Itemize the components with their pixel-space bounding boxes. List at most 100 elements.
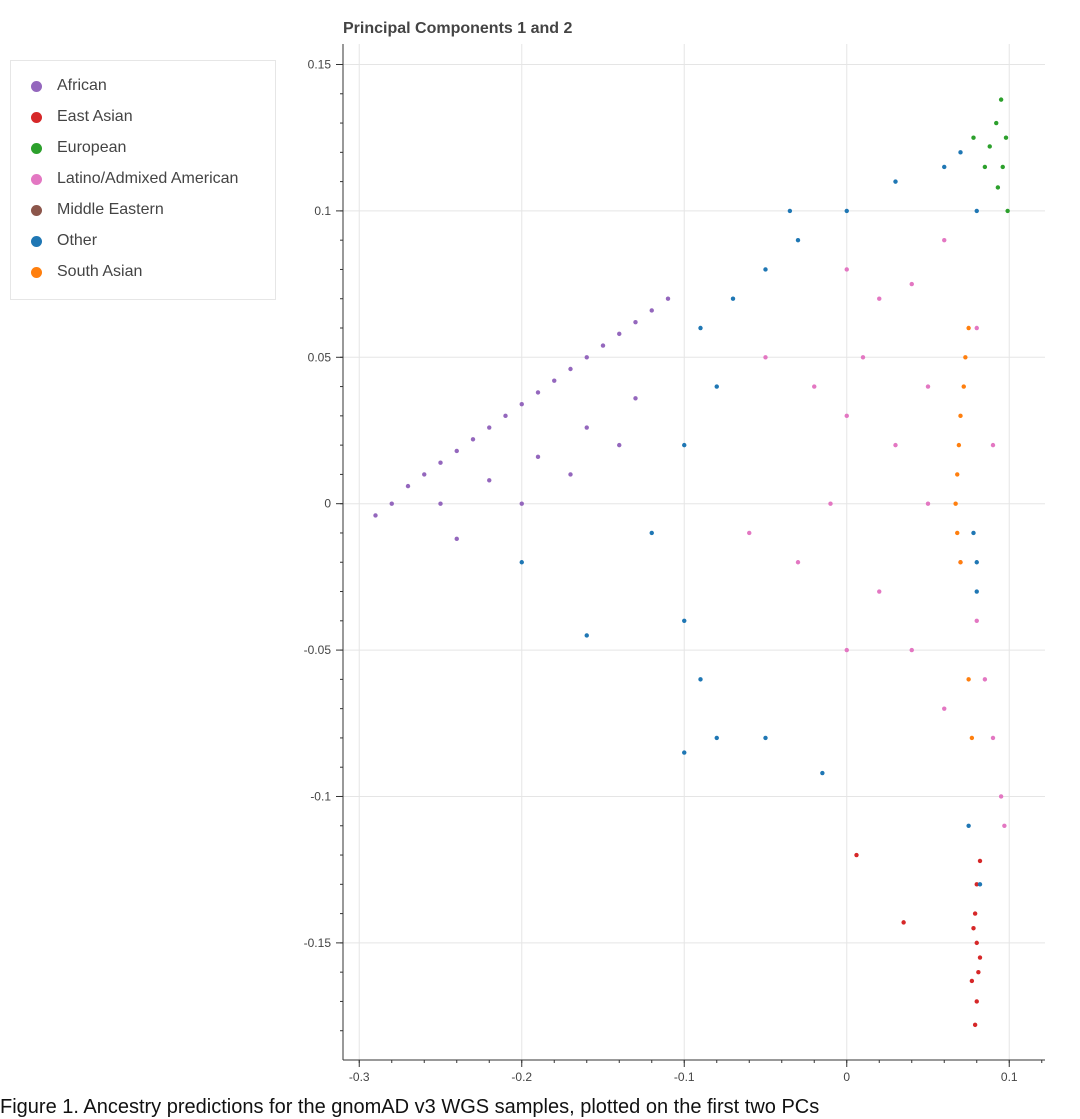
other-point [682, 750, 687, 755]
legend-label-middle-eastern: Middle Eastern [57, 201, 164, 218]
south-asian-point [963, 355, 968, 360]
latino-admixed-american-point [860, 355, 866, 360]
legend-swatch-middle-eastern [31, 204, 42, 216]
latino-admixed-american-point [812, 384, 817, 389]
african-point [454, 448, 459, 454]
east-asian-point [971, 926, 976, 931]
other-point [942, 164, 947, 170]
other-point [730, 296, 736, 301]
other-point [763, 267, 768, 272]
african-point [487, 425, 492, 430]
east-asian-point [974, 940, 979, 946]
latino-admixed-american-point [974, 325, 979, 331]
european-point [998, 97, 1004, 102]
latino-admixed-american-point [909, 281, 914, 287]
latino-admixed-american-point [844, 267, 849, 272]
x-tick-label: 0 [843, 1070, 850, 1084]
south-asian-point [966, 325, 971, 331]
latino-admixed-american-point [844, 413, 849, 419]
african-point [665, 296, 671, 301]
other-point [795, 237, 801, 243]
legend-label-east-asian: East Asian [57, 108, 133, 125]
other-point [958, 150, 963, 155]
x-tick-label: 0.1 [1001, 1070, 1018, 1084]
legend-item-latino-admixed-american[interactable]: Latino/Admixed American [31, 168, 238, 190]
other-point [787, 208, 793, 214]
south-asian-point [955, 472, 960, 477]
east-asian-point [972, 1022, 978, 1028]
african-point [389, 501, 394, 506]
south-asian-point [961, 384, 966, 389]
legend-label-latino-admixed-american: Latino/Admixed American [57, 170, 239, 187]
other-point [714, 384, 719, 389]
african-point [405, 483, 411, 489]
legend-swatch-african [31, 80, 42, 92]
legend-swatch-european [31, 142, 42, 154]
latino-admixed-american-point [763, 355, 768, 360]
other-point [698, 325, 703, 331]
latino-admixed-american-point [1002, 823, 1007, 828]
other-point [763, 735, 768, 741]
european-point [1005, 208, 1010, 214]
latino-admixed-american-point [942, 706, 947, 711]
european-point [1000, 164, 1005, 170]
european-point [971, 135, 976, 140]
legend-label-south-asian: South Asian [57, 263, 143, 280]
legend-item-middle-eastern[interactable]: Middle Eastern [31, 199, 164, 221]
y-tick-label: 0.05 [308, 350, 332, 364]
legend-item-south-asian[interactable]: South Asian [31, 261, 142, 283]
south-asian-point [969, 735, 975, 741]
african-point [454, 536, 459, 542]
latino-admixed-american-point [844, 647, 849, 653]
x-tick-label: -0.3 [349, 1070, 370, 1084]
african-point [519, 501, 524, 506]
latino-admixed-american-point [990, 735, 996, 741]
latino-admixed-american-point [877, 589, 882, 594]
east-asian-point [977, 858, 983, 864]
legend-label-african: African [57, 77, 107, 94]
latino-admixed-american-point [942, 237, 947, 243]
african-point [519, 401, 524, 407]
african-point [373, 513, 378, 518]
european-point [982, 164, 988, 170]
african-point [503, 413, 508, 419]
y-tick-label: -0.15 [304, 936, 332, 950]
latino-admixed-american-point [982, 677, 988, 682]
legend-label-european: European [57, 139, 127, 156]
east-asian-point [977, 955, 983, 960]
east-asian-point [969, 978, 975, 984]
south-asian-point [955, 530, 960, 536]
legend-item-east-asian[interactable]: East Asian [31, 106, 133, 128]
african-point [487, 478, 492, 483]
plot-area[interactable]: -0.3 -0.2 -0.1 0 0.1 0.15 0.1 0.05 0 -0.05 -0.1 -0.… [0, 0, 1080, 1096]
african-point [535, 390, 541, 395]
latino-admixed-american-point [998, 794, 1004, 799]
x-tick-label: -0.1 [674, 1070, 695, 1084]
european-point [987, 144, 992, 149]
other-point [649, 530, 654, 536]
latino-admixed-american-point [925, 384, 931, 389]
east-asian-point [901, 920, 906, 925]
east-asian-point [974, 882, 979, 887]
legend-item-african[interactable]: African [31, 75, 107, 97]
other-point [977, 882, 983, 887]
other-point [682, 442, 687, 448]
latino-admixed-american-point [974, 618, 979, 624]
european-point [994, 120, 999, 126]
legend-swatch-south-asian [31, 266, 42, 278]
east-asian-point [854, 852, 859, 858]
other-point [893, 179, 898, 184]
legend-item-other[interactable]: Other [31, 230, 97, 252]
african-point [617, 331, 622, 337]
south-asian-point [958, 560, 963, 565]
other-point [682, 618, 687, 624]
legend-item-european[interactable]: European [31, 137, 126, 159]
african-point [584, 355, 589, 360]
y-tick-label: 0.1 [314, 204, 331, 218]
chart-title: Principal Components 1 and 2 [343, 20, 573, 37]
x-tick-label: -0.2 [511, 1070, 532, 1084]
legend: African East Asian European Latino/Admix… [10, 60, 276, 300]
other-point [974, 208, 979, 214]
other-point [519, 560, 524, 565]
y-tick-label: 0 [324, 497, 331, 511]
